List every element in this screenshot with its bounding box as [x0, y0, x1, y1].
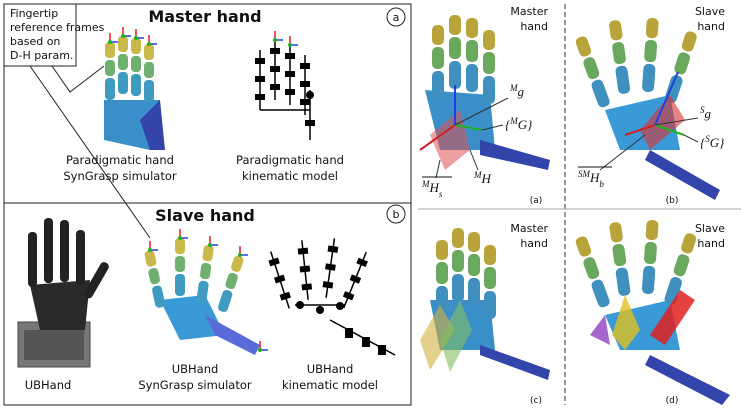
caption: Paradigmatic hand [66, 153, 174, 167]
panel-label: Slave [695, 222, 725, 235]
callout-line: reference frames [10, 21, 105, 34]
panel-title: Slave hand [155, 206, 255, 225]
math-label: SMHb [578, 169, 604, 189]
math-part: H [481, 171, 492, 186]
hand-model [144, 229, 268, 355]
math-part: G} [710, 135, 725, 150]
hand-render [420, 15, 550, 170]
math-label: Sg [700, 105, 712, 121]
leader [470, 150, 478, 170]
robot-photo [18, 218, 110, 367]
caption: kinematic model [282, 378, 378, 392]
math-part: g [518, 84, 525, 99]
math-label: MHs [421, 179, 443, 199]
math-label: MH [473, 170, 492, 186]
panel-label: Master [510, 222, 548, 235]
math-part: H [429, 180, 440, 195]
caption: Paradigmatic hand [236, 153, 344, 167]
figure: Fingertip reference frames based on D-H … [0, 0, 741, 409]
math-part: G} [518, 117, 533, 132]
math-label: {MG} [505, 116, 533, 132]
panel-title: Master hand [148, 7, 261, 26]
hand-render [420, 228, 550, 380]
callout-line: Fingertip [10, 7, 58, 20]
hand-model [104, 27, 165, 150]
kinematic-model [255, 31, 315, 140]
caption: UBHand [25, 378, 72, 392]
panel-label: Master [510, 5, 548, 18]
panel-label: Slave [695, 5, 725, 18]
panel-caption: (b) [666, 196, 679, 206]
panel-label: hand [697, 237, 725, 250]
caption: UBHand [307, 362, 354, 376]
caption: UBHand [172, 362, 219, 376]
math-label: Mg [509, 83, 525, 99]
panel-label: hand [520, 237, 548, 250]
math-part: SM [578, 169, 591, 179]
math-part: b [599, 179, 604, 189]
caption: kinematic model [242, 169, 338, 183]
callout-line: D-H param. [10, 49, 73, 62]
caption: SynGrasp simulator [63, 169, 176, 183]
panel-tag: b [393, 208, 400, 221]
callout-line: based on [10, 35, 60, 48]
math-part: g [705, 106, 712, 121]
panel-label: hand [520, 20, 548, 33]
panel-caption: (a) [530, 196, 543, 206]
panel-label: hand [697, 20, 725, 33]
leader [684, 135, 698, 142]
callout-arrow [52, 66, 104, 92]
math-label: {SG} [700, 134, 725, 150]
caption: SynGrasp simulator [138, 378, 251, 392]
panel-caption: (d) [666, 396, 679, 406]
kinematic-model [266, 238, 395, 355]
panel-tag: a [393, 11, 400, 24]
panel-caption: (c) [530, 396, 542, 406]
math-part: s [439, 189, 443, 199]
leader [436, 160, 440, 178]
page: {"left": { "callout": ["Fingertip", "ref… [0, 0, 741, 409]
math-part: H [589, 170, 600, 185]
